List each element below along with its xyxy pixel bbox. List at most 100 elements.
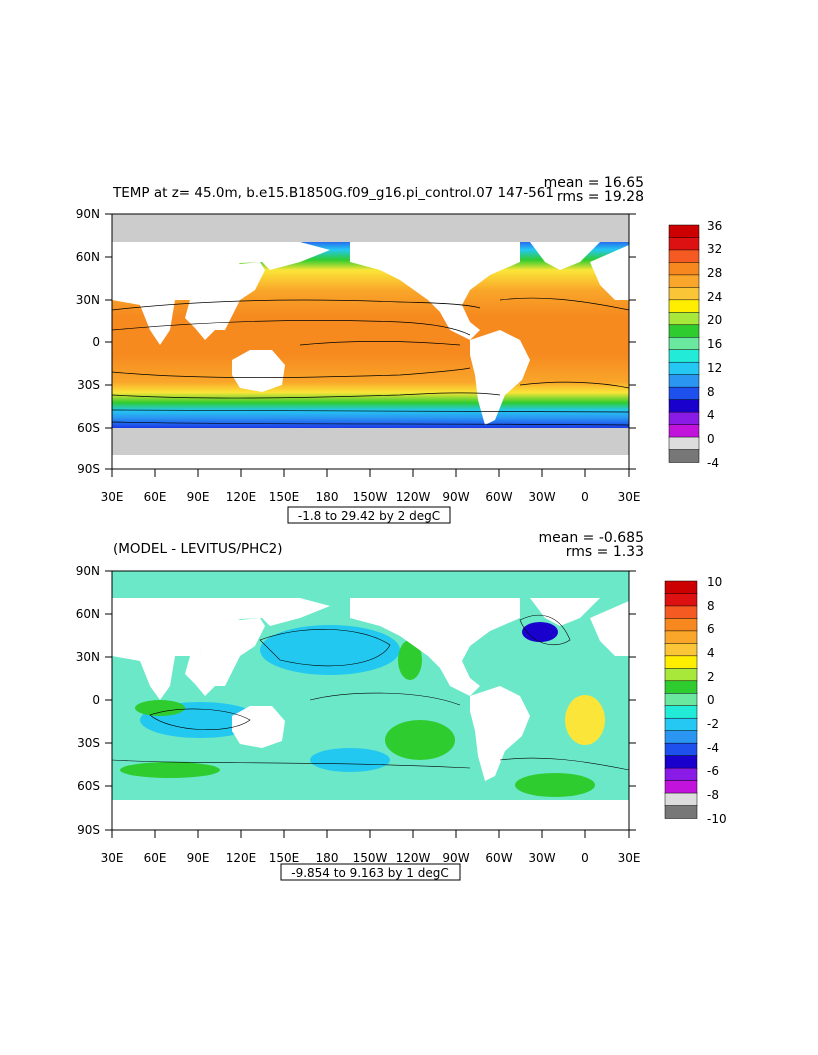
colorbar-label: 28 <box>707 266 722 280</box>
lon-label: 150W <box>353 851 388 865</box>
colorbar-label: 16 <box>707 337 722 351</box>
bottom-contours <box>111 614 630 771</box>
colorbar-swatch <box>664 767 698 782</box>
colorbar-swatch <box>664 805 698 819</box>
bottom-range-box: -9.854 to 9.163 by 1 degC <box>280 863 461 881</box>
bottom-panel: (MODEL - LEVITUS/PHC2) mean = -0.685 rms… <box>76 530 727 881</box>
top-panel-mean: mean = 16.65 <box>544 175 644 191</box>
lat-label: 60S <box>77 779 100 793</box>
lon-label: 60E <box>144 490 167 504</box>
colorbar-label: 24 <box>707 290 722 304</box>
lon-label: 120W <box>396 490 431 504</box>
bottom-anomaly-patch <box>135 700 185 716</box>
colorbar-swatch <box>668 287 700 301</box>
colorbar-label: 4 <box>707 408 715 422</box>
lat-label: 30N <box>76 293 100 307</box>
colorbar-swatch <box>668 299 700 314</box>
bottom-anomaly-patch <box>260 625 400 675</box>
colorbar-label: 6 <box>707 622 715 636</box>
lat-label: 30N <box>76 650 100 664</box>
top-australia-land <box>232 350 285 392</box>
bottom-anomaly-patch <box>565 695 605 745</box>
top-panel-rms: rms = 19.28 <box>557 189 644 205</box>
top-lon-labels: 30E 60E 90E 120E 150E 180 150W 120W 90W … <box>101 490 641 504</box>
bottom-anomaly-patch <box>515 773 595 797</box>
lat-label: 60S <box>77 421 100 435</box>
colorbar-swatch <box>664 680 698 695</box>
top-map-axes <box>105 213 636 477</box>
lon-label: 60W <box>485 851 512 865</box>
colorbar-label: -8 <box>707 788 719 802</box>
bottom-anomaly-patch <box>385 720 455 760</box>
lon-label: 60E <box>144 851 167 865</box>
lon-label: 120E <box>226 851 257 865</box>
colorbar-label: 0 <box>707 693 715 707</box>
colorbar-swatch <box>668 249 700 264</box>
colorbar-swatch <box>664 605 698 620</box>
lat-label: 0 <box>92 335 100 349</box>
colorbar-label: 10 <box>707 575 722 589</box>
top-colorbar-labels: 36 32 28 24 20 16 12 8 4 0 -4 <box>707 219 722 470</box>
colorbar-label: 20 <box>707 313 722 327</box>
colorbar-label: 8 <box>707 599 715 613</box>
top-europe-land <box>590 245 629 300</box>
bottom-greenland-land <box>530 598 600 626</box>
lon-label: 150E <box>269 490 300 504</box>
top-map <box>111 214 630 469</box>
lon-label: 90W <box>442 490 469 504</box>
top-lat-labels: 90N 60N 30N 0 30S 60S 90S <box>76 207 100 476</box>
colorbar-label: 8 <box>707 385 715 399</box>
colorbar-swatch <box>668 361 700 376</box>
lon-label: 150E <box>269 851 300 865</box>
top-range-box: -1.8 to 29.42 by 2 degC <box>287 506 451 524</box>
lat-label: 90S <box>77 462 100 476</box>
lat-label: 60N <box>76 250 100 264</box>
colorbar-label: -2 <box>707 717 719 731</box>
lon-label: 60W <box>485 490 512 504</box>
lon-label: 0 <box>581 851 589 865</box>
bottom-lon-labels: 30E 60E 90E 120E 150E 180 150W 120W 90W … <box>101 851 641 865</box>
colorbar-swatch <box>668 237 700 251</box>
colorbar-swatch <box>664 643 698 657</box>
colorbar-swatch <box>664 668 698 682</box>
colorbar-swatch <box>664 630 698 645</box>
colorbar-swatch <box>668 312 700 326</box>
colorbar-swatch <box>664 730 698 744</box>
colorbar-swatch <box>668 224 700 239</box>
bottom-south-america-land <box>470 686 530 781</box>
lon-label: 90E <box>187 490 210 504</box>
colorbar-swatch <box>664 742 698 757</box>
colorbar-label: 32 <box>707 242 722 256</box>
colorbar-swatch <box>668 374 700 388</box>
top-panel: TEMP at z= 45.0m, b.e15.B1850G.f09_g16.p… <box>76 175 722 524</box>
lat-label: 30S <box>77 378 100 392</box>
lon-label: 120W <box>396 851 431 865</box>
lat-label: 60N <box>76 607 100 621</box>
top-contours <box>111 297 630 426</box>
colorbar-swatch <box>664 705 698 719</box>
colorbar-label: -10 <box>707 812 727 826</box>
bottom-anomaly-patch <box>310 748 390 772</box>
lat-label: 0 <box>92 693 100 707</box>
bottom-colorbar <box>664 580 698 819</box>
lon-label: 180 <box>316 490 339 504</box>
colorbar-swatch <box>664 717 698 732</box>
bottom-europe-land <box>590 601 629 656</box>
lon-label: 150W <box>353 490 388 504</box>
lon-label: 30E <box>101 490 124 504</box>
colorbar-swatch <box>668 386 700 401</box>
bottom-australia-land <box>232 706 285 748</box>
colorbar-label: -6 <box>707 764 719 778</box>
colorbar-label: 0 <box>707 432 715 446</box>
lon-label: 90E <box>187 851 210 865</box>
colorbar-swatch <box>664 580 698 595</box>
lon-label: 30E <box>618 490 641 504</box>
bottom-africa-land <box>112 618 265 700</box>
lon-label: 30E <box>101 851 124 865</box>
colorbar-swatch <box>664 693 698 707</box>
lon-label: 120E <box>226 490 257 504</box>
colorbar-label: -4 <box>707 741 719 755</box>
lon-label: 30W <box>528 490 555 504</box>
colorbar-swatch <box>668 449 700 463</box>
